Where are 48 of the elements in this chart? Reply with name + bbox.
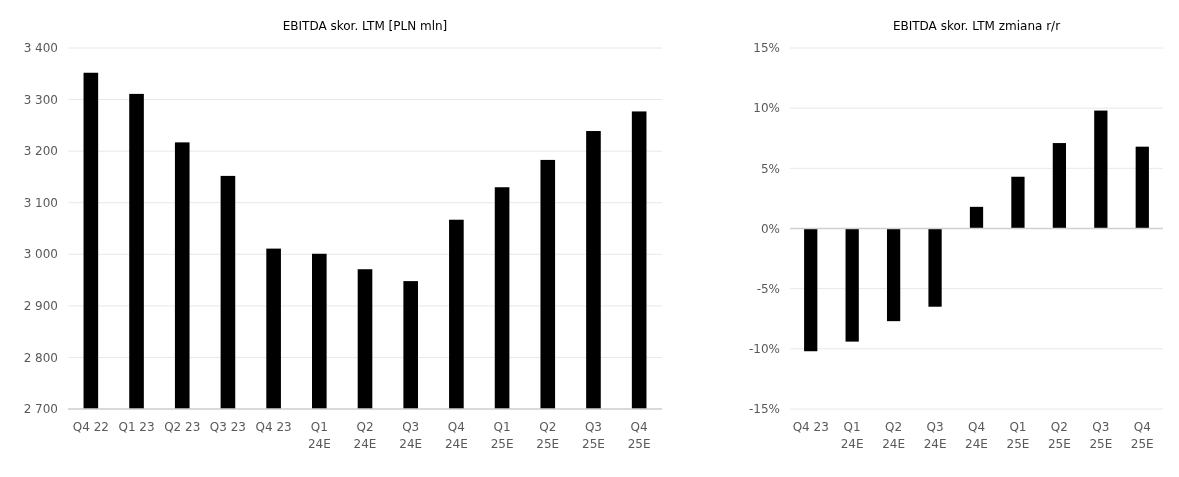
x-tick-label: Q1 23 [118,420,155,434]
x-tick-label: Q3 23 [209,420,247,434]
bar [804,228,818,352]
x-tick-label: Q3 24E [923,420,947,451]
x-tick-label: Q1 24E [307,420,331,451]
x-tick-label: Q3 25E [1089,420,1113,451]
y-tick-label: 3 000 [23,247,58,262]
chart-title: EBITDA skor. LTM [PLN mln] [282,19,448,33]
bar [969,206,984,229]
x-tick-label: Q4 25E [1130,420,1154,451]
y-tick-label: 2 900 [23,299,58,314]
x-tick-label: Q3 24E [399,420,423,451]
y-tick-label: 3 100 [23,195,58,210]
y-tick-label: 3 200 [23,144,58,159]
y-tick-label: 5% [760,161,780,176]
bar [886,228,901,322]
x-tick-label: Q1 25E [490,420,514,451]
bar [1094,110,1108,229]
y-tick-label: 0% [760,221,780,236]
bar [1011,176,1025,229]
bar [1052,143,1067,229]
x-tick-label: Q1 24E [840,420,864,451]
x-tick-label: Q4 24E [444,420,468,451]
y-tick-label: 2 700 [23,402,58,417]
x-tick-label: Q2 23 [164,420,201,434]
bar [845,228,859,342]
x-tick-label: Q3 25E [582,420,605,451]
x-tick-label: Q2 25E [1047,420,1071,451]
y-tick-label: -10% [748,342,780,357]
y-tick-label: -15% [748,402,780,417]
y-tick-label: -5% [756,281,780,296]
y-tick-label: 2 800 [23,350,58,365]
x-tick-label: Q4 24E [965,420,988,451]
y-tick-label: 15% [753,41,780,56]
x-tick-label: Q2 24E [882,420,906,451]
x-tick-label: Q4 23 [255,420,292,434]
x-tick-label: Q2 25E [536,420,560,451]
x-tick-label: Q4 22 [72,420,109,434]
x-tick-label: Q4 25E [627,420,651,451]
x-tick-label: Q1 25E [1006,420,1030,451]
y-tick-label: 3 400 [23,41,58,56]
chart-title: EBITDA skor. LTM zmiana r/r [892,19,1061,33]
x-tick-label: Q2 24E [353,420,377,451]
x-tick-label: Q4 23 [792,420,829,434]
y-tick-label: 3 300 [23,92,58,107]
bar [1135,146,1149,229]
y-tick-label: 10% [753,101,780,116]
bar [928,228,942,307]
